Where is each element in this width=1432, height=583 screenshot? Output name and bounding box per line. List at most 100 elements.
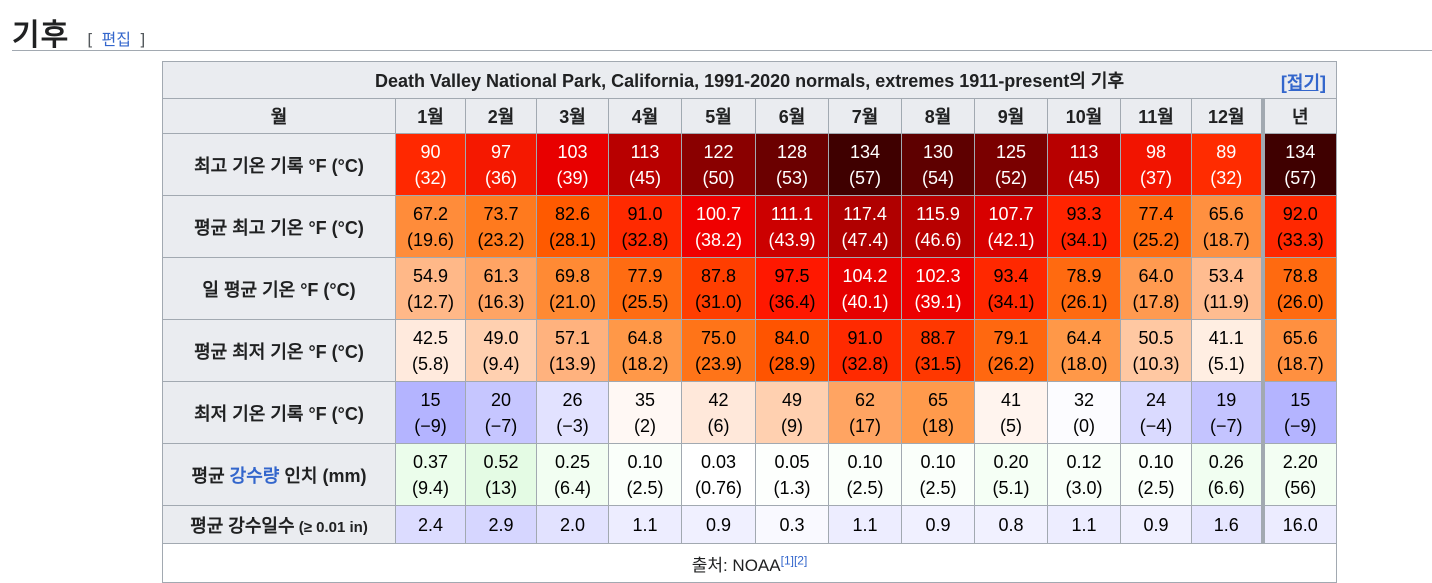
value-fahrenheit: 78.8 (1282, 265, 1318, 286)
value-fahrenheit: 2.20 (1282, 451, 1318, 472)
value-secondary: (32) (414, 167, 447, 188)
month-value-cell: 1.6 (1191, 505, 1263, 544)
month-value-cell: 62 (17) (828, 381, 902, 444)
value-fahrenheit: 42.5 (412, 327, 449, 348)
value-secondary: (43.9) (768, 229, 816, 250)
value-secondary: (33.3) (1276, 229, 1324, 250)
value-fahrenheit: 128 (776, 141, 808, 162)
year-header: 년 (1260, 98, 1337, 134)
month-value-cell: 97.5 (36.4) (755, 257, 829, 320)
value-secondary: (26.2) (987, 353, 1035, 374)
table-caption-text: Death Valley National Park, California, … (374, 71, 1125, 91)
value-secondary: (2.5) (626, 477, 664, 498)
value-fahrenheit: 115.9 (916, 203, 960, 224)
value-secondary: (34.1) (987, 291, 1035, 312)
month-value-cell: 0.10 (2.5) (901, 443, 975, 506)
value-fahrenheit: 79.1 (993, 327, 1029, 348)
value-secondary: (32.8) (841, 353, 889, 374)
month-value-cell: 113 (45) (608, 133, 682, 196)
value-secondary: (5.1) (1207, 353, 1245, 374)
value-secondary: (−9) (1283, 415, 1317, 436)
value-fahrenheit: 2.4 (417, 514, 444, 535)
value-secondary: (18.7) (1276, 353, 1324, 374)
value-secondary: (6.4) (553, 477, 591, 498)
month-value-cell: 65.6 (18.7) (1191, 195, 1263, 258)
value-secondary: (−9) (414, 415, 447, 436)
value-fahrenheit: 91.0 (847, 327, 883, 348)
value-fahrenheit: 61.3 (483, 265, 519, 286)
section-title: 기후 (12, 18, 70, 53)
value-secondary: (36.4) (768, 291, 816, 312)
month-value-cell: 82.6 (28.1) (536, 195, 609, 258)
year-value-cell: 2.20 (56) (1260, 443, 1337, 506)
month-header-label: 월 (162, 98, 396, 134)
value-fahrenheit: 77.4 (1138, 203, 1174, 224)
value-secondary: (6.6) (1207, 477, 1245, 498)
precipitation-link[interactable]: 강수량 (229, 465, 280, 486)
month-value-cell: 73.7 (23.2) (465, 195, 537, 258)
value-fahrenheit: 130 (922, 141, 954, 162)
value-fahrenheit: 113 (1069, 141, 1099, 162)
month-header: 9월 (974, 98, 1048, 134)
month-value-cell: 49.0 (9.4) (465, 319, 537, 382)
value-fahrenheit: 1.6 (1213, 514, 1239, 535)
month-value-cell: 42 (6) (681, 381, 756, 444)
year-value-cell: 15 (−9) (1260, 381, 1337, 444)
row-label: 평균 최고 기온 °F (°C) (162, 195, 396, 258)
month-value-cell: 64.8 (18.2) (608, 319, 682, 382)
value-fahrenheit: 0.9 (1143, 514, 1169, 535)
value-fahrenheit: 0.10 (847, 451, 883, 472)
year-value-cell: 92.0 (33.3) (1260, 195, 1337, 258)
row-label: 평균 강수일수 (≥ 0.01 in) (162, 505, 396, 544)
value-secondary: (28.1) (548, 229, 597, 250)
month-value-cell: 0.26 (6.6) (1191, 443, 1263, 506)
value-fahrenheit: 90 (420, 141, 441, 162)
month-value-cell: 0.12 (3.0) (1047, 443, 1121, 506)
month-value-cell: 2.0 (536, 505, 609, 544)
month-value-cell: 67.2 (19.6) (395, 195, 466, 258)
value-fahrenheit: 0.37 (412, 451, 449, 472)
month-value-cell: 35 (2) (608, 381, 682, 444)
table-caption-row: Death Valley National Park, California, … (162, 61, 1337, 99)
month-value-cell: 125 (52) (974, 133, 1048, 196)
month-value-cell: 65 (18) (901, 381, 975, 444)
value-secondary: (52) (994, 167, 1027, 188)
value-fahrenheit: 0.3 (779, 514, 805, 535)
value-secondary: (57) (1284, 167, 1317, 188)
value-secondary: (39.1) (914, 291, 962, 312)
month-value-cell: 93.4 (34.1) (974, 257, 1048, 320)
value-secondary: (2.5) (846, 477, 884, 498)
month-header-row: 월 1월 2월 3월 4월 5월 6월 7월 8월 9월 10월 11월 12월 년 (162, 98, 1337, 134)
month-header: 2월 (465, 98, 537, 134)
value-secondary: (18.0) (1060, 353, 1108, 374)
value-fahrenheit: 1.1 (1071, 514, 1097, 535)
value-fahrenheit: 82.6 (554, 203, 591, 224)
value-secondary: (31.5) (914, 353, 962, 374)
value-secondary: (21.0) (548, 291, 597, 312)
reference-link-1[interactable]: [1] (780, 552, 794, 567)
value-fahrenheit: 41.1 (1208, 327, 1244, 348)
collapse-toggle[interactable]: [접기] (1280, 73, 1326, 93)
value-secondary: (36) (484, 167, 517, 188)
value-secondary: (5.1) (992, 477, 1030, 498)
value-secondary: (23.2) (477, 229, 525, 250)
value-secondary: (−4) (1139, 415, 1173, 436)
row-label-main: 평균 강수일수 (190, 515, 295, 536)
value-fahrenheit: 77.9 (627, 265, 663, 286)
value-secondary: (26.0) (1276, 291, 1324, 312)
month-value-cell: 87.8 (31.0) (681, 257, 756, 320)
month-header: 1월 (395, 98, 466, 134)
value-fahrenheit: 65.6 (1208, 203, 1244, 224)
edit-link[interactable]: 편집 (101, 30, 131, 49)
month-value-cell: 115.9 (46.6) (901, 195, 975, 258)
month-value-cell: 102.3 (39.1) (901, 257, 975, 320)
reference-link-2[interactable]: [2] (793, 552, 808, 567)
value-fahrenheit: 35 (634, 389, 656, 410)
edit-section: [ 편집 ] (87, 30, 146, 49)
value-fahrenheit: 69.8 (554, 265, 591, 286)
value-secondary: (17) (848, 415, 881, 436)
value-secondary: (54) (921, 167, 954, 188)
month-header: 10월 (1047, 98, 1121, 134)
value-fahrenheit: 53.4 (1208, 265, 1244, 286)
value-secondary: (25.5) (621, 291, 669, 312)
